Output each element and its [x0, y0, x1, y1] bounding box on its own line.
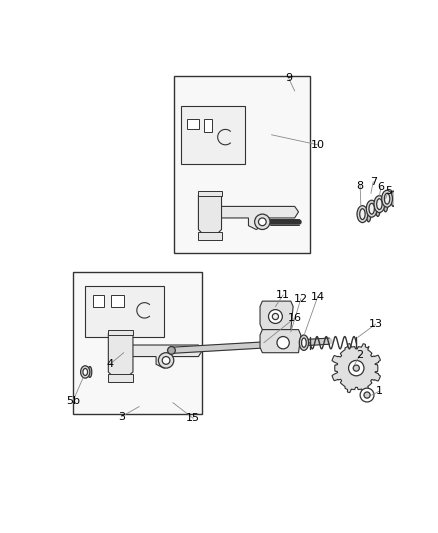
Text: 10: 10 — [310, 140, 324, 150]
Text: 9: 9 — [284, 73, 291, 83]
Text: 14: 14 — [310, 292, 324, 302]
Text: 1: 1 — [375, 386, 382, 396]
Ellipse shape — [382, 196, 387, 212]
Circle shape — [348, 360, 363, 376]
Polygon shape — [173, 76, 309, 253]
Polygon shape — [108, 374, 133, 382]
Ellipse shape — [83, 368, 87, 375]
Polygon shape — [198, 191, 221, 196]
Circle shape — [167, 346, 175, 354]
Circle shape — [359, 388, 373, 402]
Circle shape — [158, 353, 173, 368]
Text: 12: 12 — [293, 294, 307, 304]
Ellipse shape — [368, 203, 374, 214]
Polygon shape — [108, 334, 133, 379]
Ellipse shape — [365, 200, 376, 217]
Text: 7: 7 — [369, 177, 376, 187]
Ellipse shape — [390, 191, 395, 206]
Polygon shape — [129, 345, 202, 368]
Text: 5b: 5b — [66, 396, 80, 406]
Circle shape — [268, 310, 282, 324]
Text: 3: 3 — [118, 411, 125, 422]
Ellipse shape — [373, 196, 384, 213]
Polygon shape — [331, 344, 380, 393]
Ellipse shape — [381, 190, 392, 207]
Ellipse shape — [356, 206, 367, 223]
Circle shape — [272, 313, 278, 320]
Polygon shape — [108, 329, 133, 335]
Ellipse shape — [376, 199, 381, 209]
Polygon shape — [85, 286, 163, 337]
Text: 8: 8 — [356, 181, 363, 191]
Text: 6: 6 — [377, 182, 384, 192]
Circle shape — [353, 365, 359, 371]
Polygon shape — [198, 232, 221, 239]
Circle shape — [254, 214, 269, 230]
Circle shape — [363, 392, 369, 398]
Ellipse shape — [374, 201, 379, 216]
Ellipse shape — [384, 193, 389, 204]
Text: 15: 15 — [186, 413, 200, 423]
Polygon shape — [111, 295, 124, 306]
Ellipse shape — [299, 335, 308, 350]
Ellipse shape — [359, 209, 364, 220]
Circle shape — [162, 357, 170, 364]
Text: 5: 5 — [384, 186, 391, 196]
Polygon shape — [73, 272, 202, 414]
Polygon shape — [203, 119, 211, 132]
Polygon shape — [187, 119, 199, 130]
Text: 16: 16 — [287, 313, 301, 323]
Ellipse shape — [365, 206, 370, 222]
Ellipse shape — [81, 366, 90, 378]
Text: 4: 4 — [106, 359, 113, 369]
Polygon shape — [181, 106, 244, 164]
Polygon shape — [259, 329, 300, 353]
Polygon shape — [93, 295, 104, 306]
Circle shape — [258, 218, 265, 225]
Polygon shape — [198, 195, 221, 237]
Ellipse shape — [301, 338, 306, 348]
Circle shape — [276, 336, 289, 349]
Text: 11: 11 — [276, 290, 290, 300]
Text: 2: 2 — [356, 350, 363, 360]
Ellipse shape — [88, 367, 92, 377]
Polygon shape — [259, 301, 293, 329]
Polygon shape — [217, 206, 298, 230]
Text: 13: 13 — [367, 319, 381, 329]
